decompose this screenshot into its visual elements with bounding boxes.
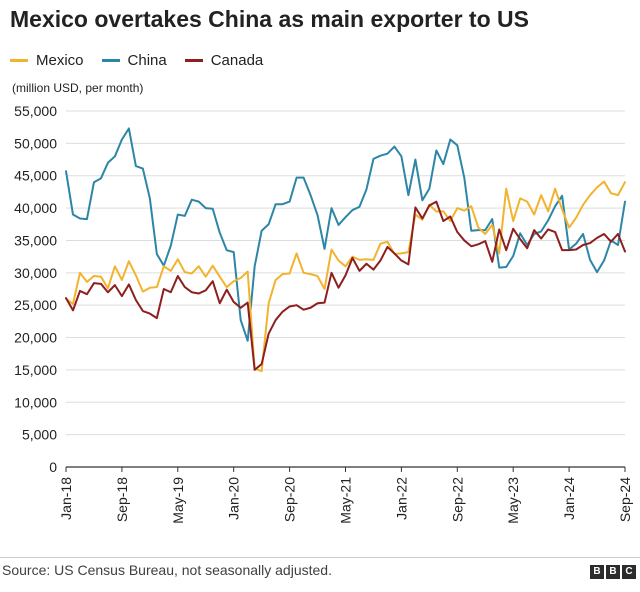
source-note: Source: US Census Bureau, not seasonally… xyxy=(2,562,332,578)
legend-label-mexico: Mexico xyxy=(36,51,84,69)
bbc-logo-b2: B xyxy=(606,565,620,579)
line-chart: 0 5,000 10,000 15,000 20,000 25,000 30,000 35,0… xyxy=(14,103,633,524)
x-tick-label: May-19 xyxy=(170,477,186,524)
x-tick-label: May-23 xyxy=(505,477,521,524)
bbc-logo: B B C xyxy=(588,565,636,579)
y-tick-label: 15,000 xyxy=(14,362,57,378)
bbc-logo-c: C xyxy=(622,565,636,579)
legend-swatch-canada xyxy=(184,58,203,62)
y-tick-label: 5,000 xyxy=(22,427,57,443)
x-tick-label: Sep-20 xyxy=(282,477,298,522)
legend-item-mexico: Mexico xyxy=(10,52,84,69)
legend-label-china: China xyxy=(127,51,167,69)
legend: Mexico China Canada xyxy=(10,50,281,70)
x-tick-label: May-21 xyxy=(338,477,354,524)
y-tick-label: 45,000 xyxy=(14,168,57,184)
x-tick-label: Jan-18 xyxy=(58,477,74,520)
legend-swatch-mexico xyxy=(10,58,28,62)
y-tick-label: 25,000 xyxy=(14,297,57,313)
x-tick-label: Sep-18 xyxy=(114,477,130,522)
x-tick-label: Jan-20 xyxy=(226,477,242,520)
x-tick-label: Jan-24 xyxy=(561,477,577,520)
y-tick-label: 30,000 xyxy=(14,265,57,281)
x-tick-label: Jan-22 xyxy=(393,477,409,520)
y-tick-label: 10,000 xyxy=(14,394,57,410)
footer-divider xyxy=(0,557,640,558)
series-line-mexico xyxy=(65,180,626,373)
x-tick-label: Sep-22 xyxy=(449,477,465,522)
y-tick-label: 35,000 xyxy=(14,232,57,248)
chart-title: Mexico overtakes China as main exporter … xyxy=(10,6,529,32)
legend-item-china: China xyxy=(101,51,167,69)
y-tick-label: 20,000 xyxy=(14,330,57,346)
y-tick-label: 40,000 xyxy=(14,200,57,216)
legend-item-canada: Canada xyxy=(184,51,264,69)
y-tick-label: 50,000 xyxy=(14,135,57,151)
y-tick-label: 0 xyxy=(49,459,57,475)
units-label: (million USD, per month) xyxy=(12,81,144,95)
bbc-logo-b1: B xyxy=(590,565,604,579)
x-tick-label: Sep-24 xyxy=(617,477,633,522)
series-line-china xyxy=(65,127,626,342)
y-tick-label: 55,000 xyxy=(14,103,57,119)
series-line-canada xyxy=(65,200,626,371)
legend-swatch-china xyxy=(101,58,120,62)
legend-label-canada: Canada xyxy=(210,51,264,69)
